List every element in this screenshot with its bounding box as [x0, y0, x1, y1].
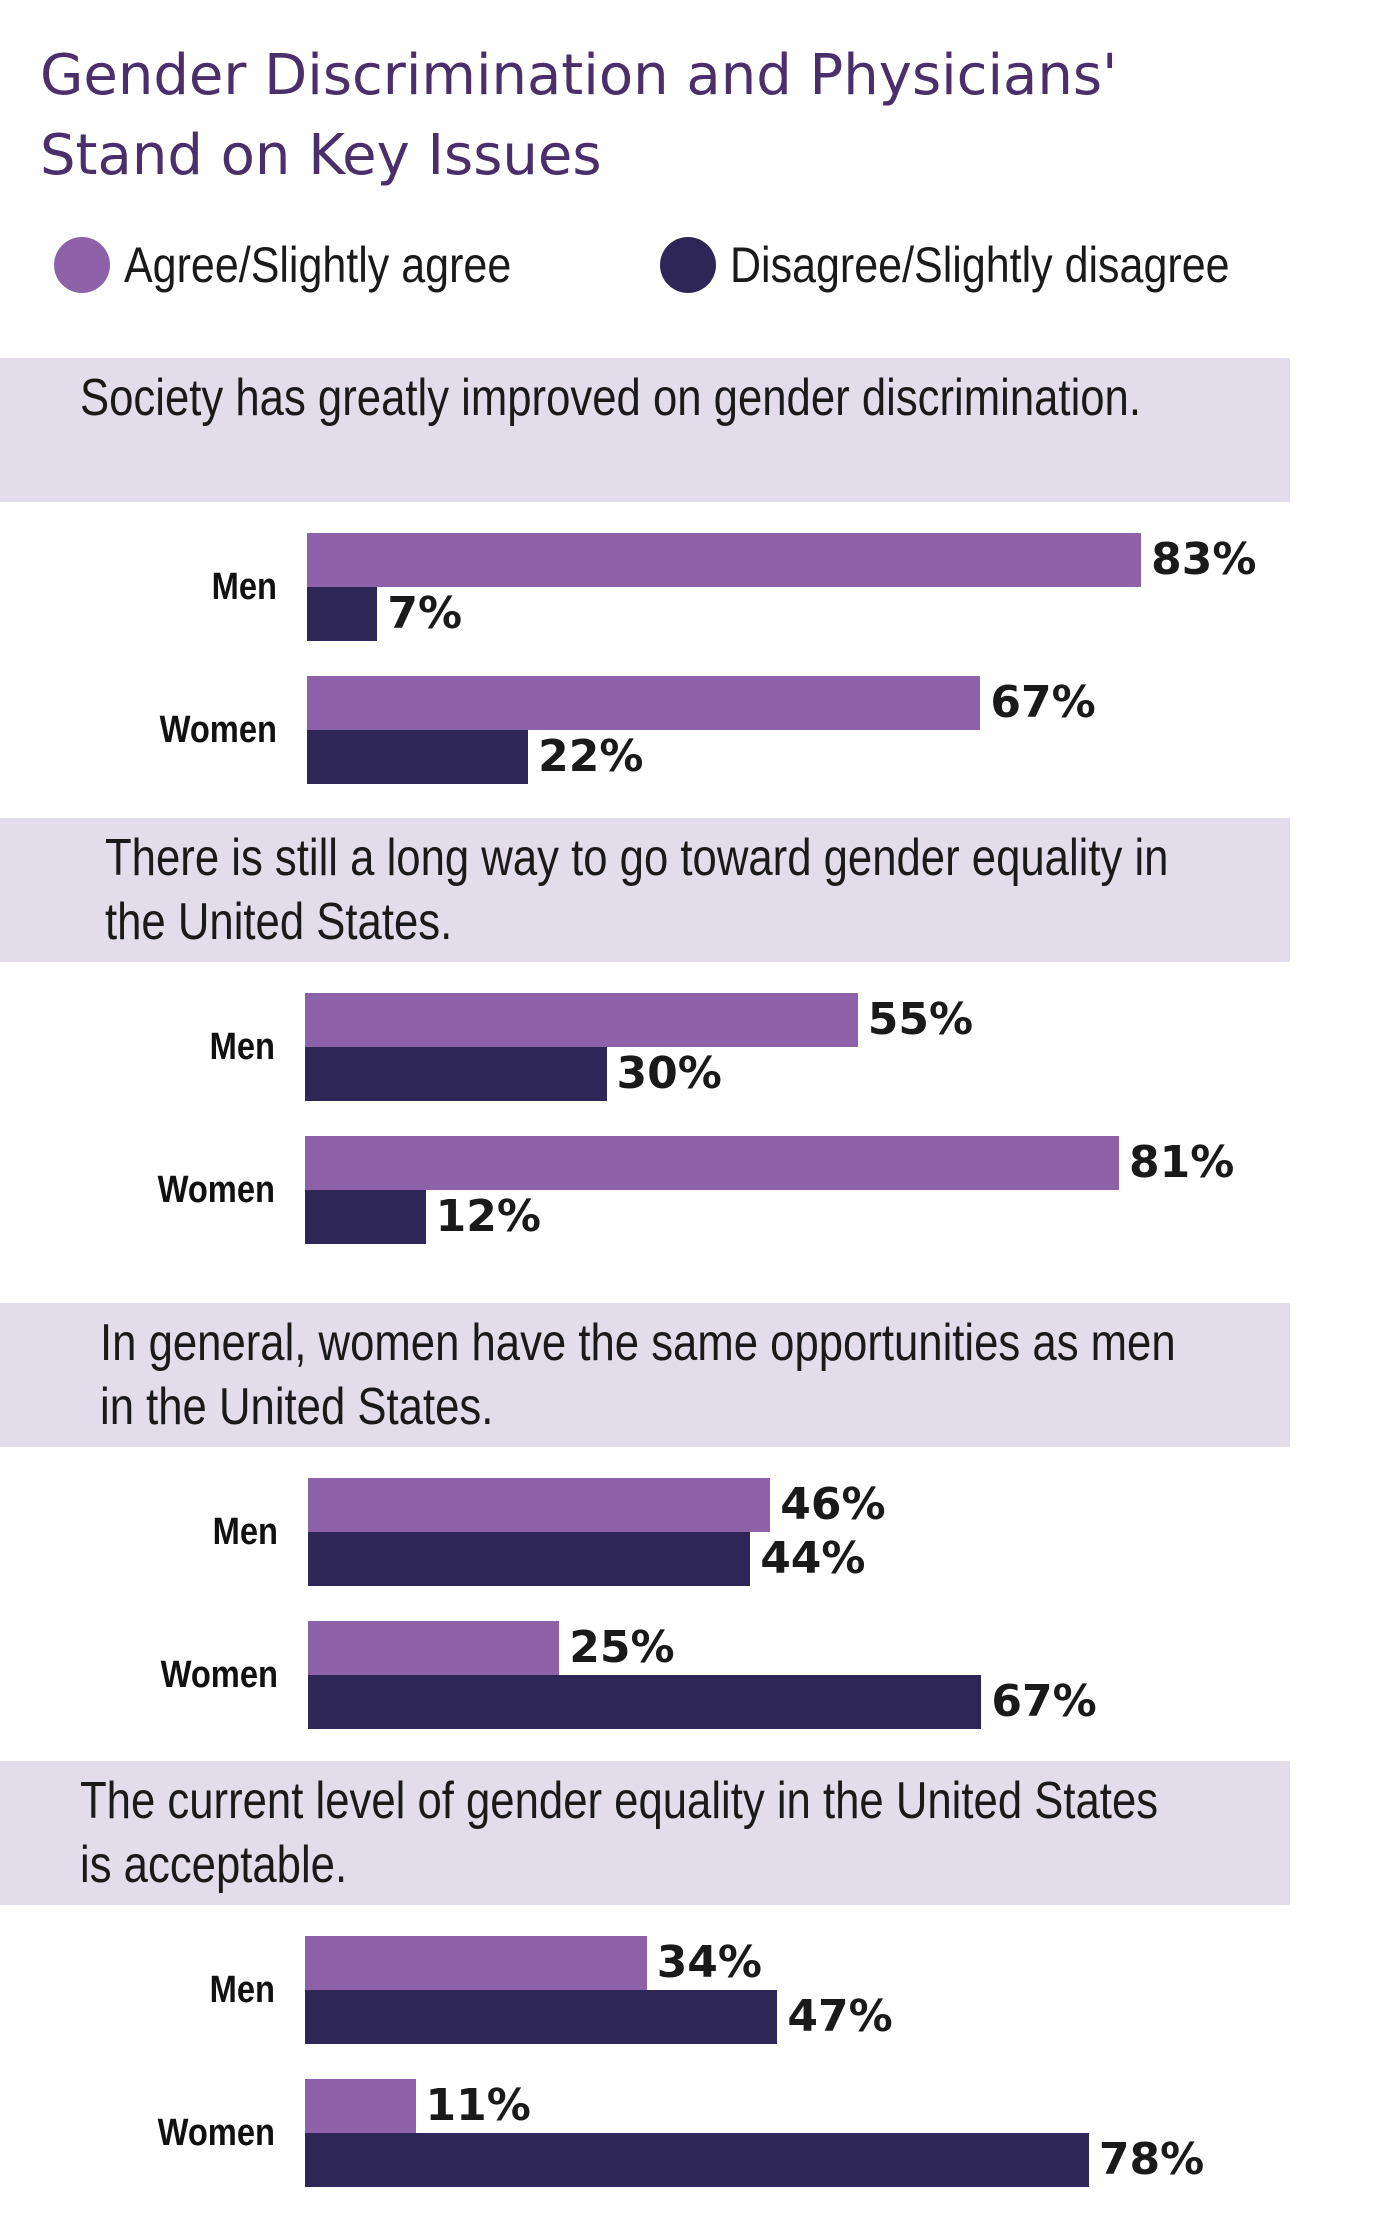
value-label-agree: 34%: [656, 1937, 763, 1988]
question-text: The current level of gender equality in …: [80, 1772, 1159, 1894]
question-band: There is still a long way to go toward g…: [0, 818, 1290, 962]
group-label-men: Men: [209, 1969, 275, 2011]
value-label-disagree: 78%: [1098, 2134, 1205, 2185]
bar-agree: [305, 2079, 416, 2133]
bar-disagree: [308, 1675, 982, 1729]
value-label-agree: 11%: [425, 2080, 531, 2131]
bar-disagree: [305, 1047, 607, 1101]
bar-disagree: [308, 1532, 751, 1586]
value-label-disagree: 30%: [616, 1048, 722, 1099]
bar-agree: [305, 1136, 1120, 1190]
question-text: There is still a long way to go toward g…: [105, 829, 1169, 951]
group-label-men: Men: [211, 566, 277, 608]
group-label-women: Women: [157, 2112, 275, 2154]
value-label-disagree: 12%: [435, 1191, 541, 1242]
group-label-women: Women: [160, 1654, 278, 1696]
question-text: Society has greatly improved on gender d…: [80, 369, 1141, 427]
group-label-women: Women: [157, 1169, 275, 1211]
value-label-agree: 55%: [867, 994, 974, 1045]
group-label-men: Men: [209, 1026, 275, 1068]
bar-disagree: [307, 730, 529, 784]
question-band: Society has greatly improved on gender d…: [0, 358, 1290, 502]
chart-title: Gender Discrimination and Physicians' St…: [40, 43, 1118, 188]
value-label-agree: 67%: [990, 677, 1096, 728]
legend-swatch-agree: [54, 237, 110, 293]
bar-disagree: [305, 1990, 778, 2044]
question-band: In general, women have the same opportun…: [0, 1303, 1290, 1447]
value-label-disagree: 7%: [387, 588, 463, 639]
bar-agree: [307, 533, 1142, 587]
value-label-disagree: 22%: [538, 731, 644, 782]
value-label-disagree: 47%: [787, 1991, 893, 2042]
value-label-agree: 46%: [780, 1479, 886, 1530]
legend-swatch-disagree: [660, 237, 717, 293]
value-label-agree: 81%: [1129, 1137, 1235, 1188]
value-label-agree: 83%: [1151, 534, 1257, 585]
question-text: In general, women have the same opportun…: [100, 1314, 1176, 1436]
bar-disagree: [305, 1190, 426, 1244]
legend-label-disagree: Disagree/Slightly disagree: [730, 237, 1230, 293]
legend-item-disagree: Disagree/Slightly disagree: [660, 236, 1311, 294]
legend-label-agree: Agree/Slightly agree: [124, 237, 512, 293]
bar-agree: [305, 1936, 647, 1990]
bar-disagree: [305, 2133, 1089, 2187]
bar-agree: [308, 1621, 560, 1675]
legend-item-agree: Agree/Slightly agree: [54, 236, 574, 294]
bar-disagree: [307, 587, 378, 641]
value-label-agree: 25%: [569, 1622, 675, 1673]
legend: Agree/Slightly agree Disagree/Slightly d…: [54, 232, 1380, 298]
bar-agree: [305, 993, 858, 1047]
question-band: The current level of gender equality in …: [0, 1761, 1290, 1905]
value-label-disagree: 44%: [760, 1533, 866, 1584]
bar-agree: [307, 676, 981, 730]
group-label-women: Women: [159, 709, 277, 751]
value-label-disagree: 67%: [991, 1676, 1097, 1727]
group-label-men: Men: [212, 1511, 278, 1553]
bar-agree: [308, 1478, 771, 1532]
